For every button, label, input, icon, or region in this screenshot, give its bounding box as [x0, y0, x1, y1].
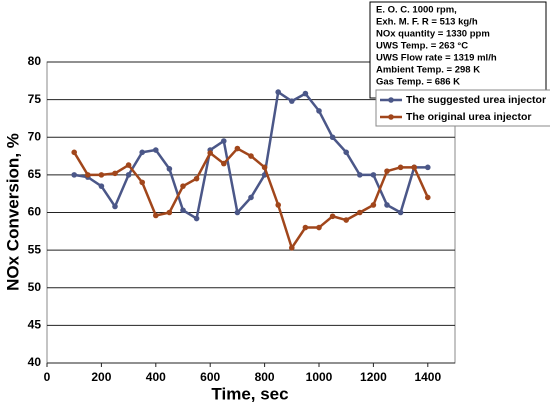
marker	[425, 194, 431, 201]
marker	[397, 209, 404, 216]
legend-marker	[388, 97, 394, 103]
marker	[234, 209, 241, 216]
marker	[207, 150, 213, 156]
annotation: UWS Temp. = 263 °C	[376, 41, 468, 52]
marker	[357, 209, 363, 216]
y-tick-label: 40	[28, 355, 42, 369]
marker	[234, 145, 241, 152]
annotation: UWS Flow rate = 1319 ml/h	[376, 53, 497, 64]
legend-label: The original urea injector	[406, 111, 531, 123]
y-tick-label: 45	[28, 318, 42, 332]
marker	[193, 215, 200, 222]
marker	[370, 202, 377, 208]
legend-marker	[388, 114, 394, 120]
marker	[343, 149, 350, 156]
marker	[221, 138, 227, 144]
annotation: E. O. C. 1000 rpm,	[376, 5, 457, 16]
marker	[153, 212, 159, 219]
marker	[343, 217, 350, 223]
marker	[275, 89, 282, 95]
marker	[180, 207, 186, 214]
y-tick-label: 75	[28, 92, 42, 106]
y-tick-label: 50	[28, 280, 42, 294]
marker	[139, 149, 145, 156]
marker	[166, 209, 173, 216]
x-tick-label: 400	[146, 370, 166, 384]
marker	[316, 224, 322, 231]
marker	[316, 108, 322, 114]
marker	[275, 202, 282, 208]
annotation: NOx quantity = 1330 ppm	[376, 29, 490, 40]
x-tick-label: 200	[91, 370, 111, 384]
marker	[302, 224, 309, 231]
marker	[85, 172, 91, 178]
legend	[375, 89, 550, 127]
y-axis-label: NOx Conversion, %	[3, 133, 22, 291]
marker	[180, 183, 186, 189]
marker	[139, 179, 145, 186]
marker	[289, 245, 295, 251]
marker	[397, 164, 404, 171]
marker	[125, 162, 132, 168]
x-tick-label: 800	[255, 370, 275, 384]
marker	[112, 203, 118, 210]
y-tick-label: 70	[28, 129, 42, 143]
marker	[289, 98, 295, 104]
legend-label: The suggested urea injector	[406, 94, 546, 106]
x-tick-label: 0	[44, 370, 51, 384]
annotations: E. O. C. 1000 rpm,Exh. M. F. R = 513 kg/…	[376, 5, 497, 88]
annotation-box	[369, 1, 547, 99]
marker	[411, 164, 418, 171]
marker	[261, 164, 268, 171]
marker	[112, 170, 118, 177]
annotation: Gas Temp. = 686 K	[376, 77, 460, 88]
x-tick-label: 1200	[360, 370, 387, 384]
marker	[166, 166, 173, 172]
x-axis-label: Time, sec	[211, 384, 288, 403]
x-tick-label: 1000	[306, 370, 333, 384]
marker	[357, 172, 363, 178]
y-tick-label: 80	[28, 54, 42, 68]
marker	[425, 164, 431, 171]
marker	[370, 172, 377, 178]
y-tick-label: 65	[28, 167, 42, 181]
marker	[98, 172, 105, 178]
y-tick-label: 60	[28, 205, 42, 219]
marker	[221, 160, 227, 167]
y-tick-label: 55	[28, 242, 42, 256]
marker	[329, 213, 336, 220]
marker	[248, 153, 254, 159]
marker	[193, 175, 200, 182]
marker	[384, 202, 390, 208]
marker	[98, 183, 105, 189]
marker	[384, 168, 390, 174]
marker	[125, 172, 132, 178]
marker	[302, 90, 309, 97]
marker	[153, 147, 159, 153]
marker	[248, 194, 254, 201]
legend-entries: The suggested urea injector The original …	[380, 94, 546, 123]
annotation: Ambient Temp. = 298 K	[376, 65, 480, 76]
annotation: Exh. M. F. R = 513 kg/h	[376, 17, 478, 28]
marker	[71, 172, 77, 178]
x-tick-label: 600	[200, 370, 220, 384]
marker	[71, 149, 77, 156]
x-tick-label: 1400	[414, 370, 441, 384]
marker	[329, 134, 336, 141]
